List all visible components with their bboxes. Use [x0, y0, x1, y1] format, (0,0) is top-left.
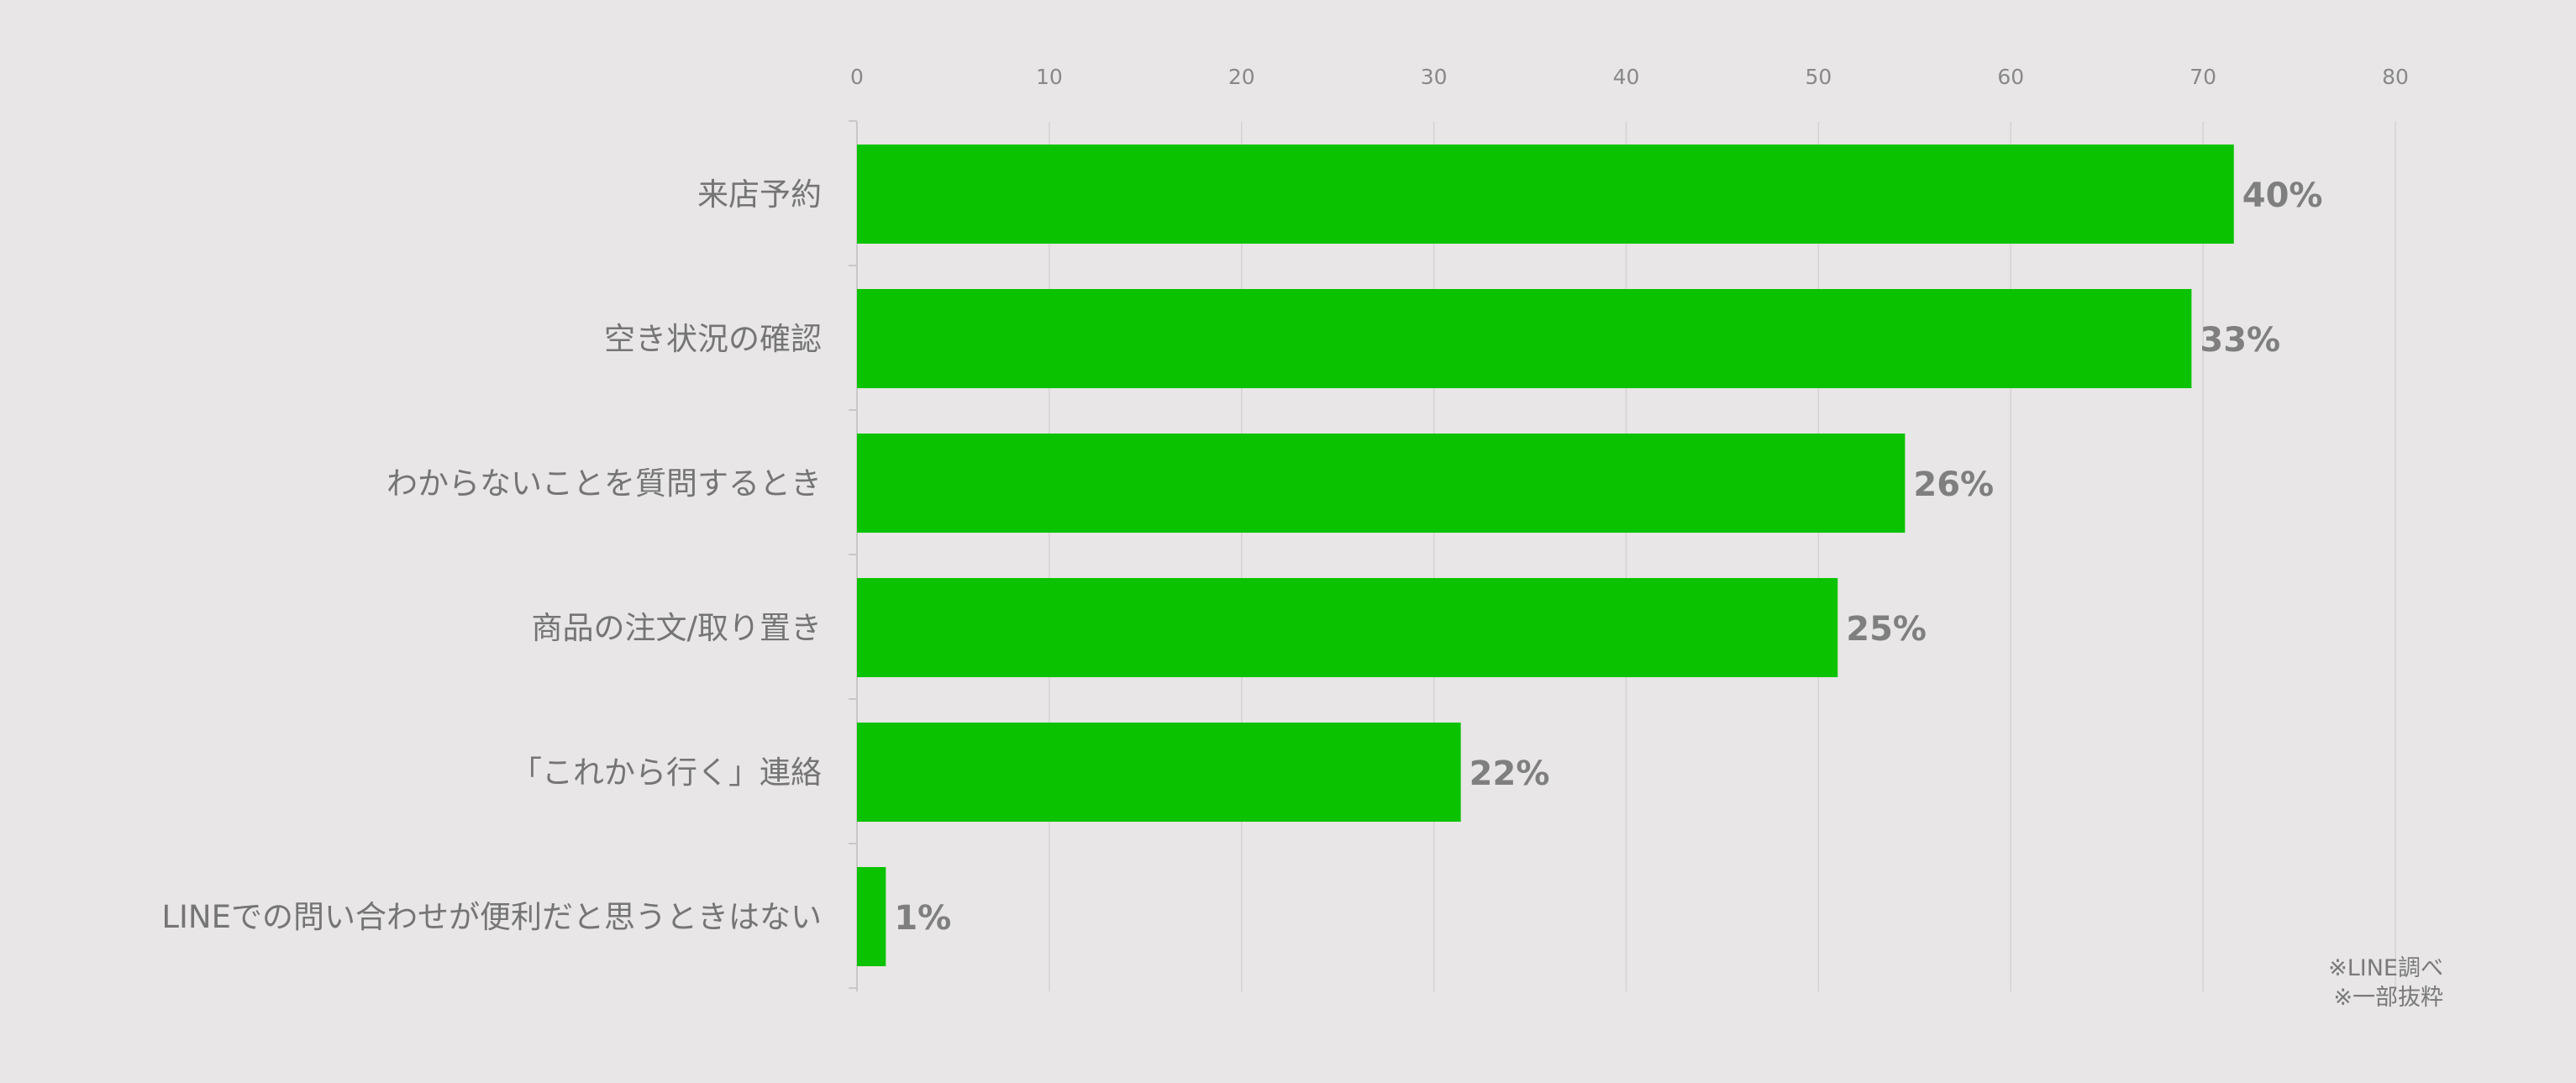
- data-labels: 40% 33% 26% 25% 22% 1%: [894, 176, 2322, 938]
- data-label: 40%: [2242, 176, 2323, 215]
- data-label: 25%: [1846, 610, 1927, 649]
- bar: [857, 145, 2234, 244]
- source-note: ※LINE調べ: [2328, 955, 2443, 981]
- data-label: 33%: [2200, 321, 2280, 360]
- x-tick-label: 80: [2382, 65, 2409, 89]
- data-label: 1%: [894, 899, 951, 938]
- x-tick-label: 0: [850, 65, 864, 89]
- bar: [857, 289, 2192, 388]
- bar: [857, 434, 1906, 533]
- category-label: 「これから行く」連絡: [511, 754, 822, 791]
- x-tick-label: 70: [2190, 65, 2216, 89]
- x-tick-label: 20: [1228, 65, 1255, 89]
- category-label: 商品の注文/取り置き: [532, 610, 822, 646]
- data-label: 26%: [1913, 465, 1994, 504]
- x-tick-label: 30: [1421, 65, 1448, 89]
- category-label: わからないことを質問するとき: [386, 465, 822, 502]
- category-labels: 来店予約空き状況の確認わからないことを質問するとき商品の注文/取り置き「これから…: [161, 176, 822, 935]
- category-label: LINEでの問い合わせが便利だと思うときはない: [161, 899, 822, 935]
- excerpt-note: ※一部抜粋: [2333, 985, 2443, 1011]
- data-label: 22%: [1469, 754, 1550, 793]
- x-tick-label: 40: [1613, 65, 1640, 89]
- bar: [857, 578, 1838, 677]
- x-tick-label: 50: [1805, 65, 1832, 89]
- grid-layer: [849, 120, 2396, 991]
- x-axis-ticks: 0 10 20 30 40 50 60 70 80: [850, 65, 2409, 89]
- bar: [857, 867, 886, 966]
- category-label: 空き状況の確認: [604, 321, 822, 357]
- x-tick-label: 10: [1036, 65, 1063, 89]
- bars: [857, 145, 2234, 966]
- category-label: 来店予約: [697, 176, 822, 213]
- x-tick-label: 60: [1997, 65, 2024, 89]
- bar: [857, 723, 1461, 822]
